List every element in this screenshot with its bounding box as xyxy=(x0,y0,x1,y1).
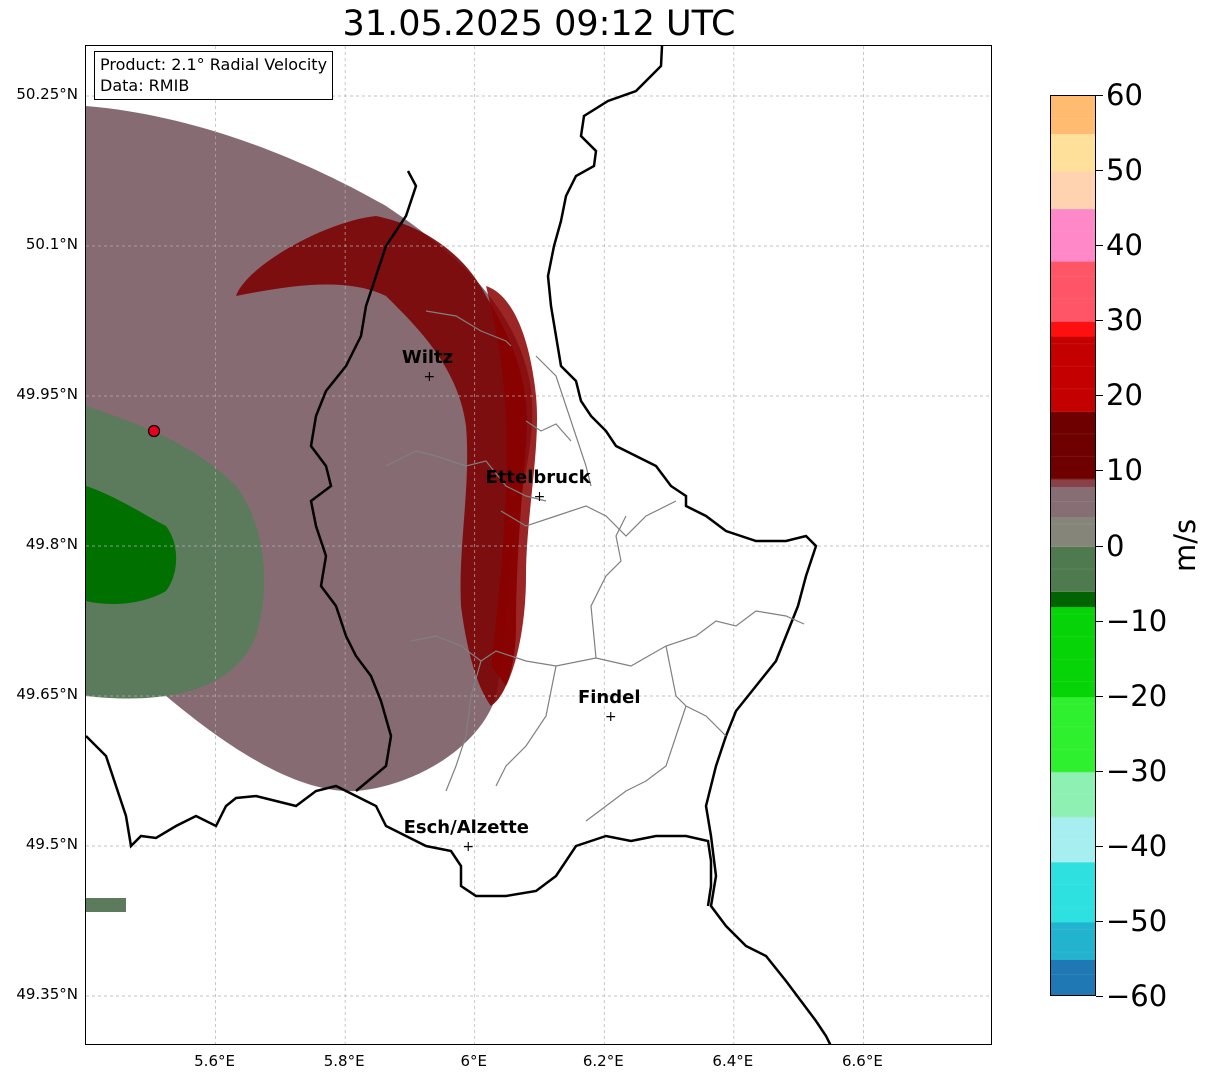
colorbar-tick xyxy=(1096,170,1103,172)
colorbar-tick-label: 20 xyxy=(1106,378,1143,413)
city-label: Findel xyxy=(577,687,641,708)
colorbar-tick xyxy=(1096,695,1103,697)
colorbar-segment xyxy=(1051,321,1095,337)
colorbar-tick-label: 10 xyxy=(1106,453,1143,488)
map-panel[interactable]: + + + + xyxy=(85,45,992,1045)
colorbar xyxy=(1050,95,1096,996)
longitude-tick-label: 6.6°E xyxy=(842,1052,883,1070)
colorbar-segment xyxy=(1051,133,1095,172)
graticule xyxy=(86,46,991,1044)
canton-borders xyxy=(385,310,805,822)
city-marker: + xyxy=(423,369,435,385)
colorbar-segment xyxy=(1051,959,1095,995)
city-marker: + xyxy=(462,839,474,855)
colorbar-tick-label: 60 xyxy=(1106,78,1143,112)
latitude-tick-label: 49.8°N xyxy=(25,535,78,553)
radar-map: + + + + xyxy=(86,46,991,1044)
colorbar-segment xyxy=(1051,861,1095,923)
city-label: Ettelbruck xyxy=(485,467,591,488)
longitude-tick-label: 5.6°E xyxy=(194,1052,235,1070)
colorbar-gradient xyxy=(1051,96,1095,995)
strong-receding-echo-band xyxy=(236,216,527,706)
receding-echo-fringe xyxy=(486,286,538,686)
strong-approaching-echo-area xyxy=(86,486,177,604)
product-label: Product: 2.1° Radial Velocity xyxy=(100,55,328,74)
colorbar-segment xyxy=(1051,261,1095,322)
colorbar-tick-label: 50 xyxy=(1106,153,1143,188)
city-marker: + xyxy=(605,709,617,725)
colorbar-segment xyxy=(1051,516,1095,547)
latitude-tick-label: 49.65°N xyxy=(16,685,78,703)
colorbar-segment xyxy=(1051,486,1095,517)
colorbar-segment xyxy=(1051,546,1095,593)
radar-site-marker xyxy=(147,424,161,438)
colorbar-segment xyxy=(1051,591,1095,608)
data-source-label: Data: RMIB xyxy=(100,76,190,95)
latitude-tick-label: 49.5°N xyxy=(25,835,78,853)
latitude-tick-label: 50.25°N xyxy=(16,85,78,103)
colorbar-segment xyxy=(1051,171,1095,210)
city-marker: + xyxy=(534,489,546,505)
longitude-tick-label: 6.4°E xyxy=(712,1052,754,1070)
colorbar-segment xyxy=(1051,336,1095,412)
colorbar-tick xyxy=(1096,920,1103,922)
colorbar-segment xyxy=(1051,208,1095,262)
colorbar-segment xyxy=(1051,921,1095,960)
colorbar-tick xyxy=(1096,770,1103,772)
colorbar-tick xyxy=(1096,545,1103,547)
colorbar-tick-label: −40 xyxy=(1106,828,1168,863)
country-border xyxy=(309,170,418,792)
latitude-tick-label: 50.1°N xyxy=(25,235,78,253)
colorbar-tick-label: −50 xyxy=(1106,903,1168,938)
colorbar-tick xyxy=(1096,395,1103,397)
longitude-tick-label: 5.8°E xyxy=(323,1052,365,1070)
longitude-tick-label: 6.2°E xyxy=(582,1052,624,1070)
colorbar-segment xyxy=(1051,411,1095,480)
country-border xyxy=(86,735,713,907)
product-info-box: Product: 2.1° Radial Velocity Data: RMIB xyxy=(94,51,334,100)
colorbar-tick xyxy=(1096,95,1103,96)
colorbar-segment xyxy=(1051,478,1095,487)
colorbar-tick-label: −30 xyxy=(1106,753,1168,788)
colorbar-segment xyxy=(1051,696,1095,773)
colorbar-tick-label: 0 xyxy=(1106,528,1125,563)
colorbar-tick-label: 30 xyxy=(1106,303,1143,338)
isolated-echo xyxy=(86,898,126,912)
map-title: 31.05.2025 09:12 UTC xyxy=(342,4,736,44)
colorbar-tick xyxy=(1096,470,1103,472)
colorbar-segment xyxy=(1051,96,1095,135)
colorbar-segment xyxy=(1051,606,1095,698)
colorbar-tick-label: −10 xyxy=(1106,603,1168,638)
colorbar-tick xyxy=(1096,620,1103,622)
colorbar-tick-label: 40 xyxy=(1106,228,1143,263)
colorbar-unit: m/s xyxy=(1168,518,1202,572)
country-border xyxy=(546,46,832,1044)
latitude-tick-label: 49.35°N xyxy=(16,985,78,1003)
colorbar-tick xyxy=(1096,845,1103,847)
city-label: Esch/Alzette xyxy=(403,817,529,838)
radar-echo-layer xyxy=(86,106,538,912)
borders xyxy=(86,46,832,1044)
longitude-tick-label: 6°E xyxy=(460,1052,487,1070)
colorbar-tick xyxy=(1096,245,1103,247)
colorbar-tick xyxy=(1096,320,1103,322)
city-label: Wiltz xyxy=(401,347,454,368)
colorbar-tick-label: −20 xyxy=(1106,678,1168,713)
colorbar-segment xyxy=(1051,816,1095,863)
colorbar-segment xyxy=(1051,771,1095,818)
latitude-tick-label: 49.95°N xyxy=(16,385,78,403)
colorbar-tick xyxy=(1096,996,1103,997)
colorbar-tick-label: −60 xyxy=(1106,979,1168,1013)
